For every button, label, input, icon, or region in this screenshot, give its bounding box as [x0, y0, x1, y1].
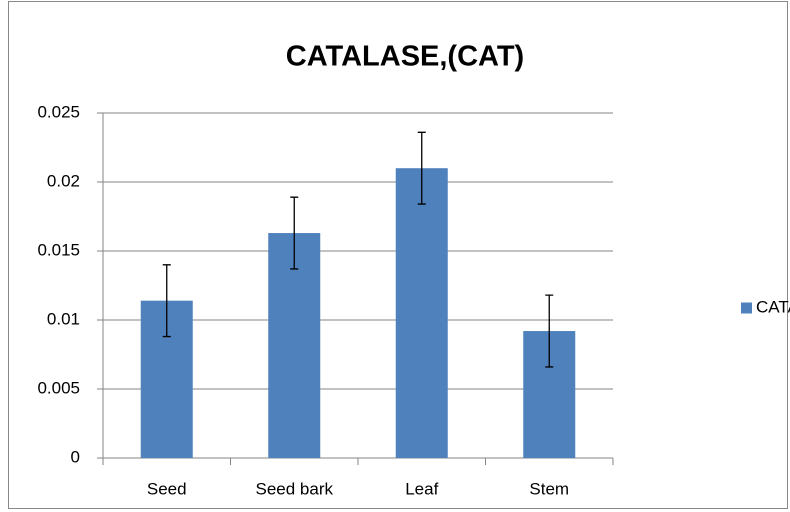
y-tick-label: 0.01	[47, 309, 80, 328]
bar	[268, 233, 321, 458]
error-bar	[290, 196, 299, 270]
legend-swatch	[741, 302, 752, 314]
y-tick-label: 0.02	[47, 171, 80, 190]
y-tick-label: 0.015	[37, 240, 80, 259]
y-tick-label: 0.005	[37, 378, 80, 397]
error-bar	[417, 131, 426, 205]
chart-title: CATALASE,(CAT)	[286, 41, 524, 73]
x-tick-label: Seed bark	[256, 479, 334, 498]
error-bar	[162, 264, 171, 338]
x-tick-label: Seed	[147, 479, 187, 498]
legend-label: CATALASE	[756, 297, 790, 316]
x-tick-label: Stem	[529, 479, 569, 498]
y-tick-label: 0	[71, 447, 80, 466]
error-bar	[545, 294, 554, 368]
x-tick-label: Leaf	[405, 479, 438, 498]
bar	[395, 168, 448, 458]
y-tick-label: 0.025	[37, 102, 80, 121]
